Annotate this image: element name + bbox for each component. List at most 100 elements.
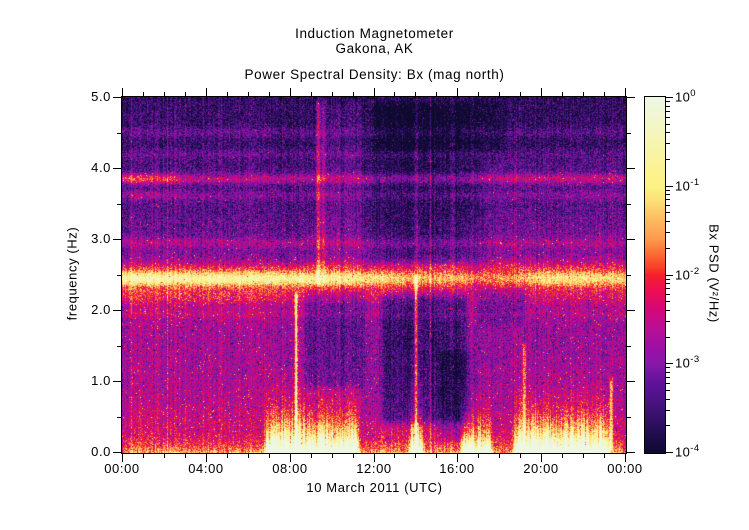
- colorbar-minor-tick: [666, 159, 670, 160]
- colorbar-minor-tick: [666, 106, 670, 107]
- colorbar-minor-tick: [666, 377, 670, 378]
- x-minor-tick: [394, 454, 395, 458]
- plot-frame: [121, 96, 627, 454]
- x-major-tick-top: [541, 88, 542, 96]
- y-major-tick-right: [627, 310, 635, 311]
- y-major-tick: [113, 381, 121, 382]
- colorbar-minor-tick: [666, 212, 670, 213]
- x-minor-tick-top: [562, 92, 563, 96]
- x-minor-tick: [332, 454, 333, 458]
- x-tick-label: 00:00: [104, 461, 140, 476]
- colorbar-minor-tick: [666, 372, 670, 373]
- x-minor-tick-top: [227, 92, 228, 96]
- colorbar-label: Bx PSD (V²/Hz): [706, 224, 722, 323]
- x-minor-tick: [520, 454, 521, 458]
- y-major-tick: [113, 168, 121, 169]
- x-major-tick-top: [290, 88, 291, 96]
- y-minor-tick: [117, 133, 121, 134]
- y-minor-tick-right: [627, 133, 631, 134]
- x-minor-tick: [143, 454, 144, 458]
- y-tick-label: 5.0: [91, 89, 111, 104]
- colorbar-tick-label: 10-2: [675, 266, 700, 283]
- x-minor-tick: [311, 454, 312, 458]
- colorbar-tick-label: 100: [675, 88, 696, 105]
- y-axis-label: frequency (Hz): [64, 226, 80, 321]
- y-tick-label: 3.0: [91, 231, 111, 246]
- figure-plot-label: Power Spectral Density: Bx (mag north): [244, 67, 505, 82]
- y-minor-tick-right: [627, 204, 631, 205]
- x-minor-tick-top: [353, 92, 354, 96]
- colorbar-minor-tick: [666, 294, 670, 295]
- y-minor-tick-right: [627, 346, 631, 347]
- x-minor-tick-top: [499, 92, 500, 96]
- colorbar-gradient: [644, 96, 666, 454]
- x-tick-label: 08:00: [272, 461, 308, 476]
- x-tick-label: 20:00: [523, 461, 559, 476]
- colorbar-tick-exponent: -3: [690, 354, 700, 365]
- y-major-tick-right: [627, 239, 635, 240]
- colorbar-minor-tick: [666, 367, 670, 368]
- x-minor-tick-top: [143, 92, 144, 96]
- x-major-tick: [290, 454, 291, 462]
- colorbar-minor-tick: [666, 283, 670, 284]
- y-tick-label: 1.0: [91, 373, 111, 388]
- colorbar-minor-tick: [666, 301, 670, 302]
- x-minor-tick-top: [436, 92, 437, 96]
- colorbar-minor-tick: [666, 425, 670, 426]
- colorbar-minor-tick: [666, 248, 670, 249]
- x-major-tick: [206, 454, 207, 462]
- colorbar-major-tick: [666, 275, 673, 276]
- x-major-tick: [374, 454, 375, 462]
- x-tick-label: 12:00: [356, 461, 392, 476]
- y-major-tick-right: [627, 381, 635, 382]
- colorbar-minor-tick: [666, 337, 670, 338]
- colorbar-minor-tick: [666, 205, 670, 206]
- colorbar-tick-label: 10-1: [675, 177, 700, 194]
- colorbar-minor-tick: [666, 117, 670, 118]
- x-minor-tick-top: [583, 92, 584, 96]
- x-major-tick: [457, 454, 458, 462]
- x-minor-tick: [562, 454, 563, 458]
- y-major-tick: [113, 97, 121, 98]
- colorbar-minor-tick: [666, 321, 670, 322]
- x-major-tick-top: [374, 88, 375, 96]
- y-minor-tick: [117, 204, 121, 205]
- colorbar-minor-tick: [666, 279, 670, 280]
- x-major-tick: [541, 454, 542, 462]
- y-major-tick: [113, 310, 121, 311]
- y-minor-tick-right: [627, 417, 631, 418]
- x-minor-tick: [436, 454, 437, 458]
- x-minor-tick: [269, 454, 270, 458]
- colorbar-minor-tick: [666, 143, 670, 144]
- x-minor-tick-top: [185, 92, 186, 96]
- colorbar-minor-tick: [666, 190, 670, 191]
- x-major-tick-top: [122, 88, 123, 96]
- colorbar-minor-tick: [666, 221, 670, 222]
- x-minor-tick-top: [520, 92, 521, 96]
- colorbar-tick-exponent: -4: [690, 443, 700, 454]
- x-minor-tick: [248, 454, 249, 458]
- colorbar-major-tick: [666, 452, 673, 453]
- colorbar-tick-label: 10-4: [675, 443, 700, 460]
- x-minor-tick: [353, 454, 354, 458]
- x-minor-tick-top: [604, 92, 605, 96]
- x-minor-tick: [478, 454, 479, 458]
- x-major-tick-top: [206, 88, 207, 96]
- colorbar-minor-tick: [666, 410, 670, 411]
- figure-title: Induction Magnetometer: [295, 26, 454, 41]
- x-major-tick: [625, 454, 626, 462]
- y-minor-tick: [117, 346, 121, 347]
- colorbar-major-tick: [666, 186, 673, 187]
- x-minor-tick: [583, 454, 584, 458]
- y-minor-tick: [117, 417, 121, 418]
- x-major-tick-top: [457, 88, 458, 96]
- x-minor-tick-top: [332, 92, 333, 96]
- x-minor-tick: [499, 454, 500, 458]
- x-axis-label: 10 March 2011 (UTC): [306, 480, 443, 495]
- colorbar-minor-tick: [666, 399, 670, 400]
- x-minor-tick: [185, 454, 186, 458]
- figure-location: Gakona, AK: [335, 41, 414, 56]
- spectrogram-heatmap-canvas: [122, 97, 626, 453]
- colorbar-minor-tick: [666, 288, 670, 289]
